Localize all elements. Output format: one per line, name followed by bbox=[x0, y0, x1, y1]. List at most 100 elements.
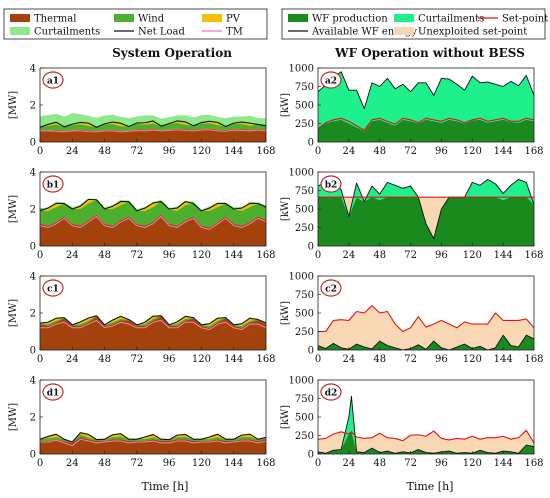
x-tick-label: 72 bbox=[130, 354, 143, 365]
legend-label: Available WF energy bbox=[311, 27, 417, 38]
plot-content bbox=[318, 305, 534, 350]
left-xlabel: Time [h] bbox=[142, 480, 189, 493]
y-tick-label: 500 bbox=[295, 101, 314, 112]
legend-label: Curtailments bbox=[418, 14, 484, 25]
x-tick-label: 24 bbox=[342, 146, 355, 157]
x-tick-label: 96 bbox=[435, 354, 448, 365]
x-tick-label: 24 bbox=[66, 146, 79, 157]
tm-line bbox=[40, 129, 266, 133]
tm-line bbox=[40, 215, 266, 230]
panel-d2: 0 250 500 750 1000 0 24 48 72 96 120 144 168 [kW] d2 bbox=[280, 376, 544, 470]
y-axis-label: [kW] bbox=[280, 93, 291, 117]
wind-area bbox=[40, 434, 266, 443]
set-point-line bbox=[318, 429, 534, 444]
x-tick-label: 168 bbox=[524, 458, 543, 469]
plot-content bbox=[40, 113, 266, 142]
x-tick-label: 24 bbox=[342, 250, 355, 261]
y-tick-label: 1000 bbox=[289, 272, 314, 283]
y-tick-label: 500 bbox=[295, 205, 314, 216]
net-load-line bbox=[40, 315, 266, 326]
legend-swatch bbox=[10, 27, 30, 35]
legend-label: TM bbox=[226, 27, 243, 38]
panel-badge-label: a1 bbox=[47, 77, 59, 87]
x-tick-label: 0 bbox=[37, 146, 43, 157]
y-axis-label: [MW] bbox=[8, 403, 19, 431]
thermal-area bbox=[40, 316, 266, 350]
legend-swatch bbox=[288, 14, 308, 22]
legend-label: Unexploited set-point bbox=[418, 27, 527, 38]
plot-content bbox=[40, 432, 266, 454]
y-tick-label: 750 bbox=[295, 290, 314, 301]
legend-swatch bbox=[394, 14, 414, 22]
wf-production-area bbox=[318, 119, 534, 142]
legend-left: Thermal Wind PV Curtailments Net Load TM bbox=[3, 8, 268, 40]
y-tick-label: 4 bbox=[30, 272, 36, 283]
x-tick-label: 144 bbox=[224, 146, 243, 157]
pv-area bbox=[40, 199, 266, 211]
y-tick-label: 0 bbox=[308, 450, 314, 461]
y-tick-label: 2 bbox=[30, 205, 36, 216]
y-tick-label: 750 bbox=[295, 186, 314, 197]
x-tick-label: 24 bbox=[342, 354, 355, 365]
set-point-line bbox=[318, 117, 534, 131]
x-tick-label: 24 bbox=[66, 354, 79, 365]
available-wf-energy-line bbox=[318, 71, 534, 110]
x-tick-label: 120 bbox=[192, 250, 211, 261]
y-tick-label: 0 bbox=[30, 450, 36, 461]
tm-line bbox=[40, 319, 266, 331]
x-tick-label: 96 bbox=[435, 250, 448, 261]
y-tick-label: 0 bbox=[308, 138, 314, 149]
wind-area bbox=[40, 315, 266, 328]
x-tick-label: 24 bbox=[66, 250, 79, 261]
x-tick-label: 120 bbox=[192, 146, 211, 157]
legend-label: Set-point bbox=[502, 14, 548, 25]
x-tick-label: 168 bbox=[256, 458, 275, 469]
x-tick-label: 72 bbox=[404, 146, 417, 157]
curtailments-area bbox=[318, 71, 534, 131]
y-axis-label: [MW] bbox=[8, 195, 19, 223]
legend-swatch bbox=[202, 14, 222, 22]
panel-badge-label: b1 bbox=[47, 181, 60, 191]
x-tick-label: 48 bbox=[373, 354, 386, 365]
x-tick-label: 24 bbox=[342, 458, 355, 469]
panel-badge bbox=[320, 175, 342, 193]
x-tick-label: 0 bbox=[315, 458, 321, 469]
x-tick-label: 48 bbox=[98, 354, 111, 365]
x-tick-label: 96 bbox=[163, 354, 176, 365]
x-tick-label: 168 bbox=[524, 250, 543, 261]
wind-area bbox=[40, 199, 266, 228]
legend-label: PV bbox=[226, 14, 241, 25]
legend-right: WF production Curtailments Set-point Availa… bbox=[281, 8, 548, 40]
plot-content bbox=[40, 198, 266, 246]
y-tick-label: 0 bbox=[308, 346, 314, 357]
y-tick-label: 0 bbox=[30, 346, 36, 357]
y-axis-label: [kW] bbox=[280, 301, 291, 325]
x-tick-label: 120 bbox=[192, 354, 211, 365]
y-tick-label: 250 bbox=[295, 223, 314, 234]
available-wf-energy-line bbox=[318, 395, 534, 454]
panel-c2: 0 250 500 750 1000 0 24 48 72 96 120 144 168 [kW] c2 bbox=[280, 272, 544, 366]
panel-badge bbox=[42, 279, 64, 297]
x-tick-label: 0 bbox=[37, 250, 43, 261]
y-tick-label: 0 bbox=[308, 242, 314, 253]
right-xlabel: Time [h] bbox=[407, 480, 454, 493]
y-tick-label: 4 bbox=[30, 64, 36, 75]
x-tick-label: 72 bbox=[404, 458, 417, 469]
y-tick-label: 250 bbox=[295, 119, 314, 130]
panel-badge bbox=[320, 383, 342, 401]
right-column-title: WF Operation without BESS bbox=[334, 46, 525, 60]
x-tick-label: 72 bbox=[130, 458, 143, 469]
x-tick-label: 168 bbox=[256, 250, 275, 261]
x-tick-label: 120 bbox=[463, 250, 482, 261]
x-tick-label: 72 bbox=[404, 250, 417, 261]
panel-badge-label: c2 bbox=[325, 285, 337, 295]
x-tick-label: 96 bbox=[163, 250, 176, 261]
x-tick-label: 120 bbox=[463, 354, 482, 365]
y-tick-label: 2 bbox=[30, 413, 36, 424]
y-tick-label: 500 bbox=[295, 413, 314, 424]
curtailments-area bbox=[40, 113, 266, 128]
x-tick-label: 144 bbox=[494, 458, 513, 469]
x-tick-label: 168 bbox=[524, 354, 543, 365]
